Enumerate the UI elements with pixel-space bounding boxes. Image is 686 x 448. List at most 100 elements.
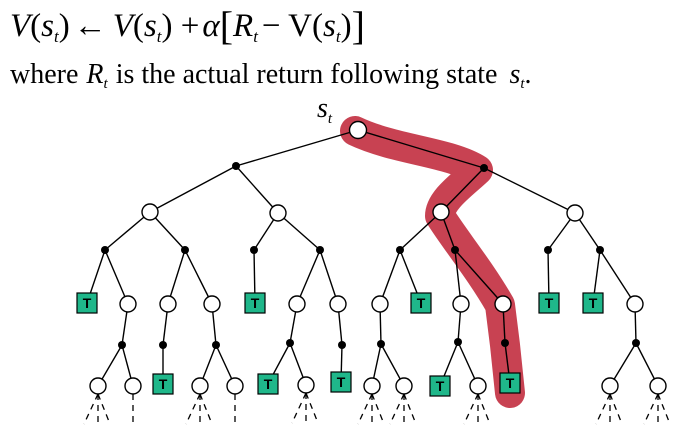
state-node xyxy=(432,203,450,221)
terminal-label: T xyxy=(337,374,346,390)
tree-edge xyxy=(167,249,186,305)
tree-edge xyxy=(184,249,213,305)
action-node xyxy=(159,341,167,349)
action-node xyxy=(544,246,552,254)
terminal-label: T xyxy=(436,378,445,394)
tree-edge xyxy=(599,249,636,305)
terminal-box xyxy=(499,372,521,394)
continuation-dash xyxy=(595,393,611,425)
state-node xyxy=(371,295,389,313)
state-node xyxy=(649,377,667,395)
state-node xyxy=(601,377,619,395)
continuation-dash xyxy=(477,393,491,425)
terminal-box xyxy=(76,292,98,314)
state-node xyxy=(124,377,142,395)
tree-edge xyxy=(357,129,485,169)
state-node xyxy=(297,376,315,394)
terminal-label: T xyxy=(264,376,273,392)
continuation-dash xyxy=(463,393,479,425)
continuation-dash xyxy=(97,393,111,425)
tree-edge xyxy=(104,249,129,305)
state-node xyxy=(363,377,381,395)
state-node xyxy=(269,204,287,222)
state-node xyxy=(469,377,487,395)
continuation-dash xyxy=(305,392,319,424)
explanation-text: where Rt is the actual return following st… xyxy=(10,59,532,92)
terminal-label: T xyxy=(506,375,515,391)
terminal-label: T xyxy=(251,295,260,311)
action-node xyxy=(181,246,189,254)
state-node xyxy=(89,377,107,395)
action-node xyxy=(232,162,240,170)
continuation-dash xyxy=(389,393,405,425)
terminal-box xyxy=(244,292,266,314)
terminal-box xyxy=(152,373,174,395)
state-node xyxy=(329,295,347,313)
action-node xyxy=(454,338,462,346)
continuation-dash xyxy=(83,393,99,425)
terminal-node: T xyxy=(244,292,266,314)
action-node xyxy=(377,340,385,348)
action-node xyxy=(632,339,640,347)
tree-edge xyxy=(454,249,504,305)
continuation-dash xyxy=(643,393,659,425)
terminal-box xyxy=(582,292,604,314)
continuation-dashes xyxy=(83,392,671,425)
terminal-node: T xyxy=(410,292,432,314)
tree-nodes: T T T T T T T T T T xyxy=(76,120,667,397)
action-node xyxy=(286,339,294,347)
continuation-dash xyxy=(291,392,307,424)
terminal-node: T xyxy=(257,373,279,395)
terminal-box xyxy=(538,292,560,314)
tree-edge xyxy=(483,167,576,214)
terminal-label: T xyxy=(589,295,598,311)
terminal-label: T xyxy=(83,295,92,311)
action-node xyxy=(338,341,346,349)
terminal-node: T xyxy=(330,371,352,393)
terminal-label: T xyxy=(159,376,168,392)
continuation-dash xyxy=(357,393,373,425)
tree-edge xyxy=(277,212,321,251)
state-node xyxy=(288,295,306,313)
state-node xyxy=(119,295,137,313)
terminal-box xyxy=(410,292,432,314)
terminal-node: T xyxy=(76,292,98,314)
terminal-node: T xyxy=(152,373,174,395)
continuation-dash xyxy=(403,393,417,425)
root-state-node xyxy=(348,120,368,140)
action-node xyxy=(101,246,109,254)
action-node xyxy=(118,341,126,349)
continuation-dash xyxy=(185,393,201,425)
terminal-label: T xyxy=(417,295,426,311)
action-node xyxy=(396,246,404,254)
tree-edge xyxy=(149,165,237,213)
update-equation: V(st) ← V(st) +α[Rt − V(st)] xyxy=(10,3,365,48)
continuation-dash xyxy=(371,393,385,425)
tree-edge xyxy=(319,249,339,305)
state-node xyxy=(395,377,413,395)
state-node xyxy=(566,204,584,222)
tree-edge xyxy=(296,249,321,305)
terminal-box xyxy=(429,375,451,397)
tree-edge xyxy=(235,129,359,167)
state-node xyxy=(203,295,221,313)
terminal-node: T xyxy=(582,292,604,314)
tree-edge xyxy=(399,211,442,251)
tree-edges xyxy=(86,129,659,387)
terminal-node: T xyxy=(538,292,560,314)
root-state-label: st xyxy=(317,93,333,127)
tree-edge xyxy=(104,211,151,251)
continuation-dash xyxy=(609,393,623,425)
tree-edge xyxy=(440,167,485,213)
terminal-node: T xyxy=(499,372,521,394)
state-node xyxy=(159,295,177,313)
action-node xyxy=(596,246,604,254)
continuation-dash xyxy=(199,393,213,425)
continuation-dash xyxy=(657,393,671,425)
state-node xyxy=(494,295,512,313)
terminal-box xyxy=(257,373,279,395)
state-node xyxy=(452,295,470,313)
state-node xyxy=(626,295,644,313)
